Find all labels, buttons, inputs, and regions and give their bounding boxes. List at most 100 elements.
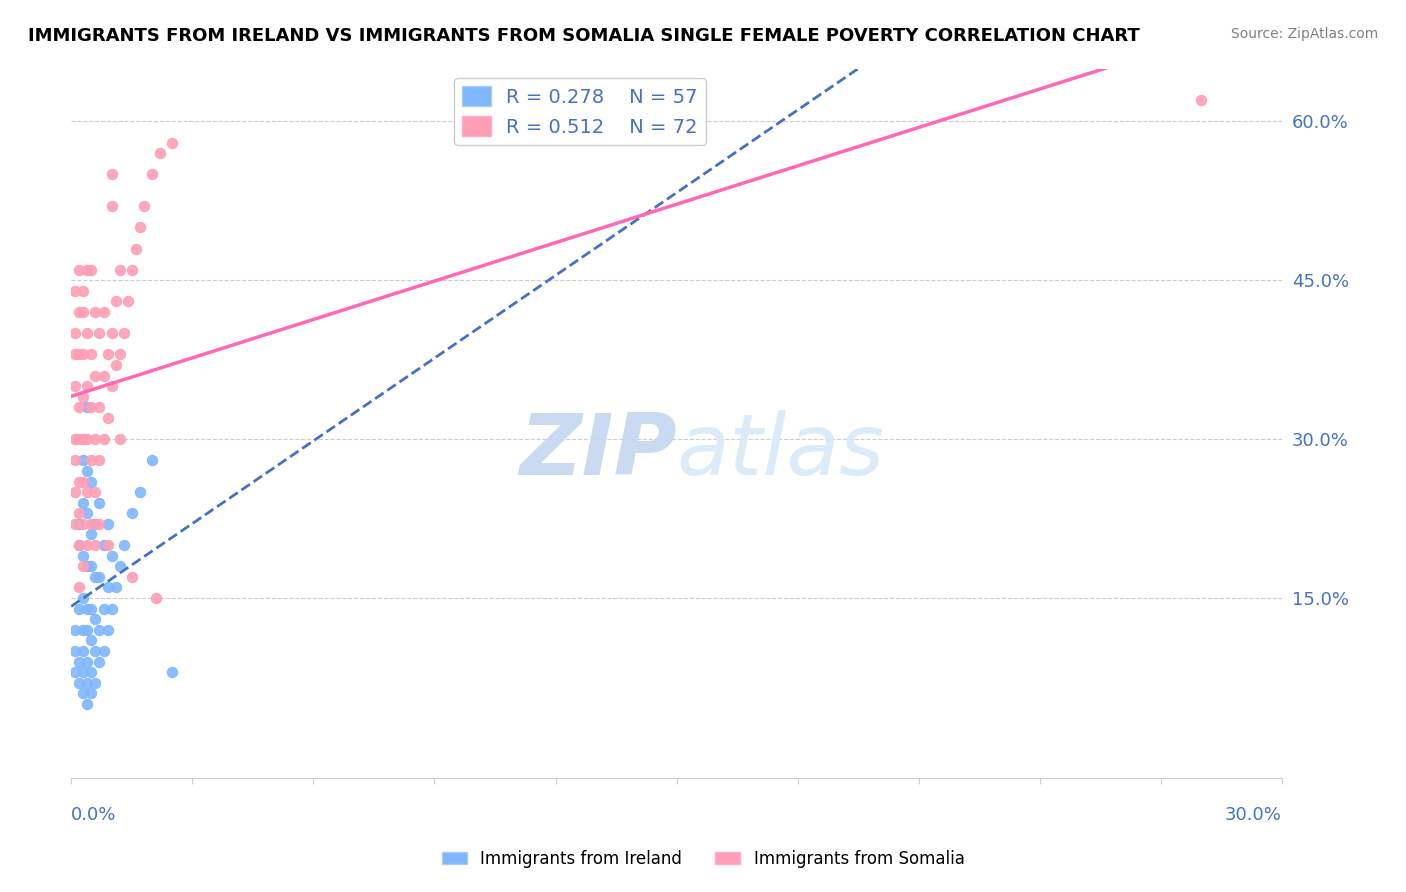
Point <box>80 559 103 574</box>
Point <box>76 262 98 277</box>
Point <box>100 379 122 393</box>
Point <box>72 516 94 531</box>
Point <box>80 686 103 700</box>
Point <box>72 591 94 605</box>
Point <box>67 305 90 319</box>
Point <box>72 284 94 298</box>
Point <box>100 549 122 563</box>
Point <box>72 559 94 574</box>
Point <box>97 581 120 595</box>
Point <box>1189 93 1212 107</box>
Point <box>93 644 115 658</box>
Legend: R = 0.278    N = 57, R = 0.512    N = 72: R = 0.278 N = 57, R = 0.512 N = 72 <box>454 78 706 145</box>
Point <box>65 432 87 446</box>
Point <box>72 432 94 446</box>
Point <box>65 485 87 500</box>
Point <box>132 199 155 213</box>
Point <box>160 665 183 679</box>
Point <box>67 538 90 552</box>
Point <box>80 633 103 648</box>
Point <box>100 199 122 213</box>
Point <box>97 623 120 637</box>
Point <box>97 516 120 531</box>
Point <box>76 697 98 711</box>
Point <box>84 644 107 658</box>
Point <box>80 401 103 415</box>
Point <box>108 432 131 446</box>
Point <box>121 570 143 584</box>
Point <box>67 475 90 489</box>
Point <box>145 591 167 605</box>
Point <box>80 347 103 361</box>
Point <box>100 326 122 341</box>
Point <box>121 506 143 520</box>
Point <box>67 347 90 361</box>
Point <box>67 538 90 552</box>
Point <box>104 294 127 309</box>
Point <box>149 146 172 161</box>
Point <box>89 453 111 467</box>
Point <box>84 485 107 500</box>
Point <box>72 665 94 679</box>
Point <box>100 168 122 182</box>
Point <box>72 549 94 563</box>
Point <box>97 347 120 361</box>
Text: atlas: atlas <box>676 410 884 493</box>
Point <box>76 538 98 552</box>
Text: 0.0%: 0.0% <box>72 806 117 824</box>
Point <box>76 559 98 574</box>
Point <box>93 432 115 446</box>
Point <box>121 262 143 277</box>
Point <box>89 326 111 341</box>
Point <box>104 358 127 372</box>
Point <box>67 432 90 446</box>
Point <box>89 516 111 531</box>
Point <box>128 220 150 235</box>
Point <box>89 496 111 510</box>
Point <box>117 294 139 309</box>
Point <box>80 262 103 277</box>
Point <box>67 675 90 690</box>
Point <box>67 601 90 615</box>
Point <box>80 475 103 489</box>
Point <box>67 516 90 531</box>
Point <box>72 347 94 361</box>
Point <box>67 581 90 595</box>
Point <box>125 242 148 256</box>
Point <box>84 675 107 690</box>
Point <box>93 305 115 319</box>
Point <box>76 464 98 478</box>
Point <box>93 368 115 383</box>
Point <box>65 644 87 658</box>
Point <box>76 485 98 500</box>
Point <box>108 262 131 277</box>
Point <box>76 401 98 415</box>
Point <box>141 168 163 182</box>
Point <box>108 347 131 361</box>
Point <box>76 655 98 669</box>
Point <box>93 601 115 615</box>
Text: ZIP: ZIP <box>519 410 676 493</box>
Point <box>112 326 135 341</box>
Point <box>72 475 94 489</box>
Point <box>80 527 103 541</box>
Point <box>84 368 107 383</box>
Point <box>89 655 111 669</box>
Point <box>160 136 183 150</box>
Point <box>89 623 111 637</box>
Point <box>84 612 107 626</box>
Point <box>104 581 127 595</box>
Point <box>128 485 150 500</box>
Point <box>76 601 98 615</box>
Point <box>97 538 120 552</box>
Point <box>65 284 87 298</box>
Point <box>80 516 103 531</box>
Point <box>84 516 107 531</box>
Point <box>76 506 98 520</box>
Point <box>76 675 98 690</box>
Point <box>72 453 94 467</box>
Point <box>76 432 98 446</box>
Point <box>65 516 87 531</box>
Point <box>72 644 94 658</box>
Text: IMMIGRANTS FROM IRELAND VS IMMIGRANTS FROM SOMALIA SINGLE FEMALE POVERTY CORRELA: IMMIGRANTS FROM IRELAND VS IMMIGRANTS FR… <box>28 27 1140 45</box>
